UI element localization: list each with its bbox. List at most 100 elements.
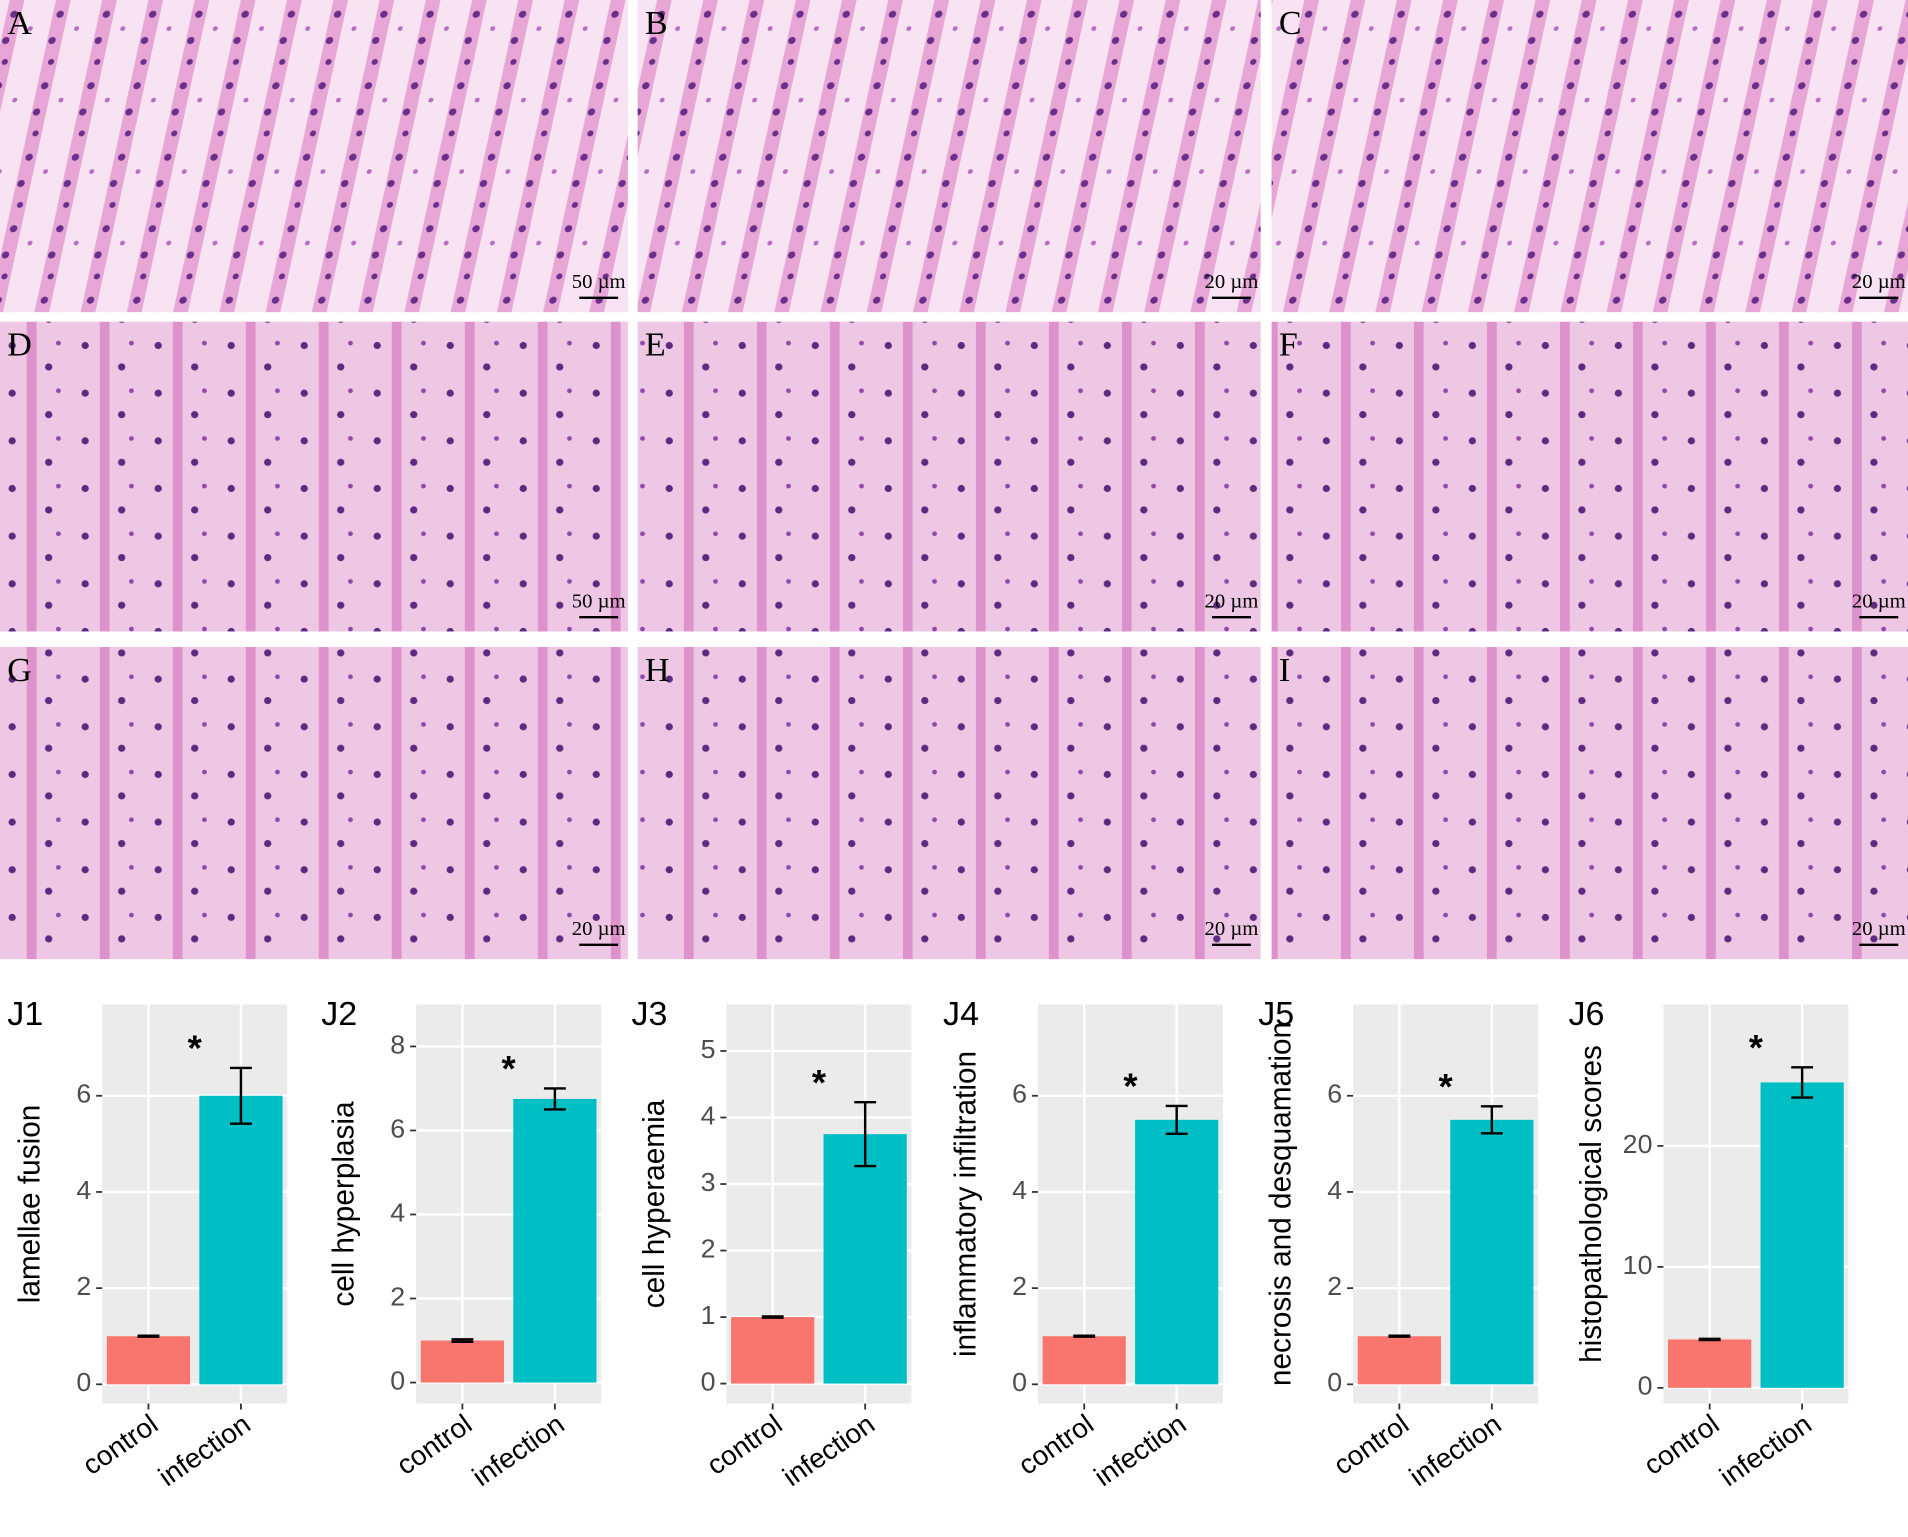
scale-bar-label: 20 µm [572,918,626,940]
error-bar [1791,1066,1814,1099]
y-tick-label: 20 [1623,1129,1653,1159]
histology-image [637,0,1261,313]
x-tick-label: infection [777,1408,880,1492]
panel-label: I [1279,652,1290,689]
bar [199,1095,283,1385]
panel-label: A [7,5,32,42]
error-bar [761,1315,784,1319]
y-axis-label: cell hyperaemia [638,1099,671,1308]
significance-mark: * [1438,1066,1453,1107]
bar [823,1134,907,1384]
y-tick-label: 1 [701,1300,716,1330]
panel-label: H [645,652,670,689]
y-tick-label: 5 [701,1034,716,1064]
panel-label: J3 [632,995,668,1033]
histology-image [637,646,1261,960]
y-tick-label: 0 [1012,1367,1027,1397]
panel-label: J6 [1569,995,1605,1033]
y-axis-label: lamellae fusion [13,1105,46,1304]
x-tick-label: control [1328,1408,1415,1480]
y-tick-label: 4 [76,1175,91,1205]
histology-panels: A 50 µm B 20 µm C 20 µm D 50 µm E 20 µm F 20 µm G 20 … [0,0,1908,960]
error-bar [543,1087,566,1111]
histology-image [1271,0,1908,313]
y-tick-label: 6 [390,1114,405,1144]
y-tick-label: 6 [1327,1079,1342,1109]
significance-mark: * [188,1028,203,1069]
significance-mark: * [502,1049,517,1090]
panel-label: E [645,327,666,364]
panel-label: G [7,652,32,689]
y-tick-label: 2 [390,1282,405,1312]
scale-bar-label: 20 µm [1205,591,1259,613]
x-tick-label: infection [1088,1408,1191,1492]
panel-label: J5 [1258,995,1294,1033]
error-bar [1388,1334,1411,1338]
histology-image [0,0,628,313]
bar [420,1340,505,1383]
histology-image [637,321,1261,632]
y-tick-label: 0 [76,1367,91,1397]
bar [106,1336,191,1385]
panel-label: D [7,327,32,364]
panel-label: J1 [7,995,43,1033]
panel-label: F [1279,327,1298,364]
error-bar [854,1101,877,1168]
y-tick-label: 0 [1638,1371,1653,1401]
y-axis-label: necrosis and desquamation [1264,1022,1297,1386]
bar [1760,1082,1844,1388]
y-tick-label: 10 [1623,1250,1653,1280]
histology-image [1271,646,1908,960]
y-tick-label: 4 [390,1198,405,1228]
bar [1042,1336,1126,1385]
y-axis-label: cell hyperplasia [327,1101,360,1306]
y-tick-label: 0 [390,1366,405,1396]
y-axis-label: inflammatory infiltration [949,1051,982,1357]
bar [1135,1119,1219,1385]
bar [731,1317,815,1384]
scale-bar-label: 20 µm [1205,918,1259,940]
error-bar [137,1334,160,1338]
y-tick-label: 4 [701,1101,716,1131]
y-tick-label: 0 [701,1367,716,1397]
x-tick-label: control [1012,1408,1099,1480]
error-bar [451,1338,474,1343]
panel-label: J2 [321,995,357,1033]
y-tick-label: 3 [701,1167,716,1197]
panel-label: C [1279,5,1302,42]
y-axis-label: histopathological scores [1575,1045,1608,1363]
y-tick-label: 2 [701,1234,716,1264]
significance-mark: * [812,1062,827,1103]
y-tick-label: 4 [1012,1175,1027,1205]
panel-label: J4 [943,995,979,1033]
y-tick-label: 8 [390,1030,405,1060]
histology-image [1271,321,1908,632]
error-bar [1480,1105,1503,1135]
x-tick-label: infection [467,1408,570,1492]
y-tick-label: 2 [1012,1271,1027,1301]
panel-label: B [645,5,668,42]
scale-bar-label: 20 µm [1852,271,1906,293]
bar [1668,1339,1752,1388]
x-tick-label: infection [1404,1408,1507,1492]
scale-bar-label: 20 µm [1852,591,1906,613]
scale-bar-label: 20 µm [1205,271,1259,293]
y-tick-label: 6 [1012,1079,1027,1109]
x-tick-label: control [701,1408,788,1480]
scale-bar-label: 20 µm [1852,918,1906,940]
scale-bar-label: 50 µm [572,591,626,613]
y-tick-label: 6 [76,1079,91,1109]
bar [1450,1119,1534,1385]
x-tick-label: infection [153,1408,256,1492]
y-tick-label: 0 [1327,1367,1342,1397]
error-bar [1073,1334,1096,1338]
significance-mark: * [1749,1027,1764,1068]
error-bar [1698,1337,1721,1342]
histology-image [0,646,628,960]
y-tick-label: 4 [1327,1175,1342,1205]
y-tick-label: 2 [1327,1271,1342,1301]
bar [513,1098,597,1383]
